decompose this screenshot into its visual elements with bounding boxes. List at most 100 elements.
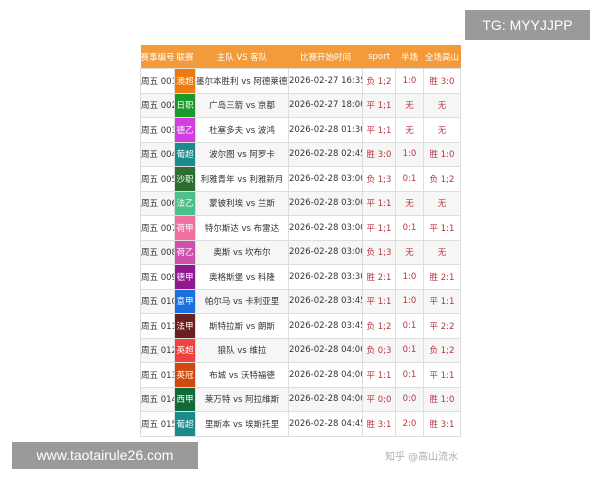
cell-sport: 负 1;2 [362, 68, 396, 94]
cell-teams: 利雅青年 vs 利雅新月 [195, 166, 289, 192]
cell-id: 周五 009 [140, 264, 175, 290]
cell-sport: 胜 3:0 [362, 141, 396, 167]
cell-full: 无 [423, 190, 461, 216]
cell-half: 0:1 [395, 313, 424, 339]
cell-half: 无 [395, 92, 424, 118]
cell-half: 无 [395, 117, 424, 143]
table-row: 周五 010 意甲 帕尔马 vs 卡利亚里 2026-02-28 03:45 平 1:1… [140, 288, 461, 314]
cell-league: 荷甲 [174, 215, 196, 241]
cell-sport: 胜 2:1 [362, 264, 396, 290]
cell-teams: 帕尔马 vs 卡利亚里 [195, 288, 289, 314]
cell-id: 周五 004 [140, 141, 175, 167]
cell-full: 平 1:1 [423, 215, 461, 241]
cell-time: 2026-02-28 04:45 [288, 411, 363, 437]
table-row: 周五 013 英冠 布城 vs 沃特福德 2026-02-28 04:00 平 1:1 0… [140, 362, 461, 388]
cell-league: 澳超 [174, 68, 196, 94]
cell-time: 2026-02-28 03:00 [288, 190, 363, 216]
cell-id: 周五 008 [140, 239, 175, 265]
cell-full: 无 [423, 92, 461, 118]
cell-teams: 里斯本 vs 埃斯托里 [195, 411, 289, 437]
cell-time: 2026-02-27 16:35 [288, 68, 363, 94]
cell-id: 周五 002 [140, 92, 175, 118]
cell-sport: 平 1:1 [362, 288, 396, 314]
cell-teams: 奥斯 vs 坎布尔 [195, 239, 289, 265]
cell-sport: 负 1;3 [362, 166, 396, 192]
cell-half: 1:0 [395, 68, 424, 94]
cell-teams: 布城 vs 沃特福德 [195, 362, 289, 388]
cell-sport: 胜 3:1 [362, 411, 396, 437]
site-badge[interactable]: www.taotairule26.com [12, 442, 198, 469]
cell-sport: 平 1;1 [362, 117, 396, 143]
table-row: 周五 006 法乙 蒙彼利埃 vs 兰斯 2026-02-28 03:00 平 1:1 无… [140, 190, 461, 216]
column-header: 半场 [395, 45, 424, 69]
cell-league: 荷乙 [174, 239, 196, 265]
match-table: 赛事编号 联赛 主队 VS 客队 比赛开始时间 sport 半场 全场高山 周五 001 澳超… [140, 45, 461, 437]
cell-full: 平 1:1 [423, 362, 461, 388]
cell-full: 平 2:2 [423, 313, 461, 339]
column-header: 主队 VS 客队 [195, 45, 289, 69]
cell-sport: 平 1:1 [362, 362, 396, 388]
column-header: 全场高山 [423, 45, 461, 69]
column-header: 赛事编号 [140, 45, 175, 69]
cell-league: 法乙 [174, 190, 196, 216]
cell-teams: 广岛三箭 vs 京都 [195, 92, 289, 118]
cell-time: 2026-02-28 02:45 [288, 141, 363, 167]
cell-half: 1:0 [395, 141, 424, 167]
cell-league: 意甲 [174, 288, 196, 314]
cell-league: 日职 [174, 92, 196, 118]
cell-time: 2026-02-28 03:30 [288, 264, 363, 290]
cell-time: 2026-02-28 04:00 [288, 386, 363, 412]
cell-full: 胜 3:0 [423, 68, 461, 94]
cell-sport: 平 1;1 [362, 215, 396, 241]
cell-time: 2026-02-28 03:45 [288, 288, 363, 314]
cell-sport: 平 1:1 [362, 190, 396, 216]
cell-time: 2026-02-28 03:45 [288, 313, 363, 339]
cell-half: 2:0 [395, 411, 424, 437]
table-row: 周五 002 日职 广岛三箭 vs 京都 2026-02-27 18:00 平 1;1 无… [140, 92, 461, 118]
cell-half: 0:1 [395, 362, 424, 388]
cell-teams: 莱万特 vs 阿拉维斯 [195, 386, 289, 412]
column-header: sport [362, 45, 396, 69]
cell-teams: 特尔斯达 vs 布雷达 [195, 215, 289, 241]
cell-half: 0:1 [395, 215, 424, 241]
cell-teams: 斯特拉斯 vs 朗斯 [195, 313, 289, 339]
cell-sport: 负 0;3 [362, 337, 396, 363]
table-row: 周五 008 荷乙 奥斯 vs 坎布尔 2026-02-28 03:00 负 1;3 无无 [140, 239, 461, 265]
cell-half: 1:0 [395, 288, 424, 314]
cell-sport: 负 1;3 [362, 239, 396, 265]
cell-id: 周五 012 [140, 337, 175, 363]
cell-league: 英冠 [174, 362, 196, 388]
cell-sport: 平 0;0 [362, 386, 396, 412]
cell-time: 2026-02-28 03:00 [288, 215, 363, 241]
cell-id: 周五 011 [140, 313, 175, 339]
table-row: 周五 005 沙职 利雅青年 vs 利雅新月 2026-02-28 03:00 负 1;… [140, 166, 461, 192]
cell-half: 0:1 [395, 166, 424, 192]
cell-league: 西甲 [174, 386, 196, 412]
cell-league: 法甲 [174, 313, 196, 339]
table-row: 周五 004 葡超 波尔图 vs 阿罗卡 2026-02-28 02:45 胜 3:0 1… [140, 141, 461, 167]
cell-time: 2026-02-28 01:30 [288, 117, 363, 143]
cell-half: 无 [395, 239, 424, 265]
cell-full: 平 1:1 [423, 288, 461, 314]
cell-league: 英超 [174, 337, 196, 363]
cell-id: 周五 005 [140, 166, 175, 192]
tg-badge: TG: MYYJJPP [465, 10, 590, 40]
watermark: 知乎 @高山流水 [385, 452, 459, 463]
cell-full: 负 1;2 [423, 166, 461, 192]
cell-league: 葡超 [174, 141, 196, 167]
header-row: 赛事编号 联赛 主队 VS 客队 比赛开始时间 sport 半场 全场高山 [140, 45, 461, 69]
cell-half: 1:0 [395, 264, 424, 290]
table-row: 周五 015 葡超 里斯本 vs 埃斯托里 2026-02-28 04:45 胜 3:1… [140, 411, 461, 437]
cell-full: 无 [423, 239, 461, 265]
cell-time: 2026-02-27 18:00 [288, 92, 363, 118]
cell-teams: 狼队 vs 维拉 [195, 337, 289, 363]
cell-half: 无 [395, 190, 424, 216]
table-row: 周五 012 英超 狼队 vs 维拉 2026-02-28 04:00 负 0;3 0:1… [140, 337, 461, 363]
cell-time: 2026-02-28 03:00 [288, 239, 363, 265]
table-row: 周五 011 法甲 斯特拉斯 vs 朗斯 2026-02-28 03:45 负 1;2 0… [140, 313, 461, 339]
cell-teams: 杜塞多夫 vs 波鸿 [195, 117, 289, 143]
cell-teams: 蒙彼利埃 vs 兰斯 [195, 190, 289, 216]
cell-teams: 墨尔本胜利 vs 阿德莱德联 [195, 68, 289, 94]
cell-time: 2026-02-28 04:00 [288, 337, 363, 363]
cell-half: 0:0 [395, 386, 424, 412]
